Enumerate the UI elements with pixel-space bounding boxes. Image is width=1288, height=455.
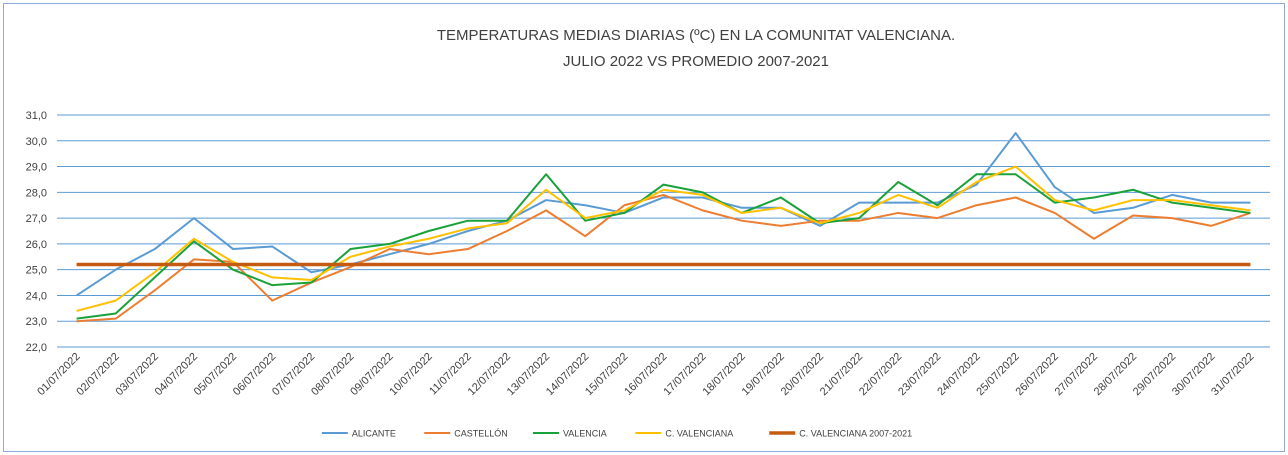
y-tick-label: 31,0 (26, 110, 47, 122)
y-tick-label: 30,0 (26, 136, 47, 148)
series-line (76, 132, 1251, 297)
chart-title: JULIO 2022 VS PROMEDIO 2007-2021 (563, 53, 829, 70)
y-tick-label: 25,0 (26, 265, 47, 277)
legend-label: VALENCIA (563, 429, 607, 439)
y-tick-label: 22,0 (26, 342, 47, 354)
series-line (76, 193, 1251, 323)
y-tick-label: 29,0 (26, 162, 47, 174)
legend-label: CASTELLÓN (454, 429, 508, 439)
y-tick-label: 27,0 (26, 213, 47, 225)
legend-label: C. VALENCIANA (665, 429, 733, 439)
y-tick-label: 24,0 (26, 290, 47, 302)
series-line (76, 173, 1251, 320)
y-tick-label: 23,0 (26, 316, 47, 328)
series-line (76, 165, 1251, 312)
y-tick-label: 28,0 (26, 187, 47, 199)
chart-title: TEMPERATURAS MEDIAS DIARIAS (ºC) EN LA C… (437, 27, 955, 44)
chart-border (3, 3, 1285, 452)
y-tick-label: 26,0 (26, 239, 47, 251)
legend-label: C. VALENCIANA 2007-2021 (799, 429, 912, 439)
legend-label: ALICANTE (352, 429, 396, 439)
